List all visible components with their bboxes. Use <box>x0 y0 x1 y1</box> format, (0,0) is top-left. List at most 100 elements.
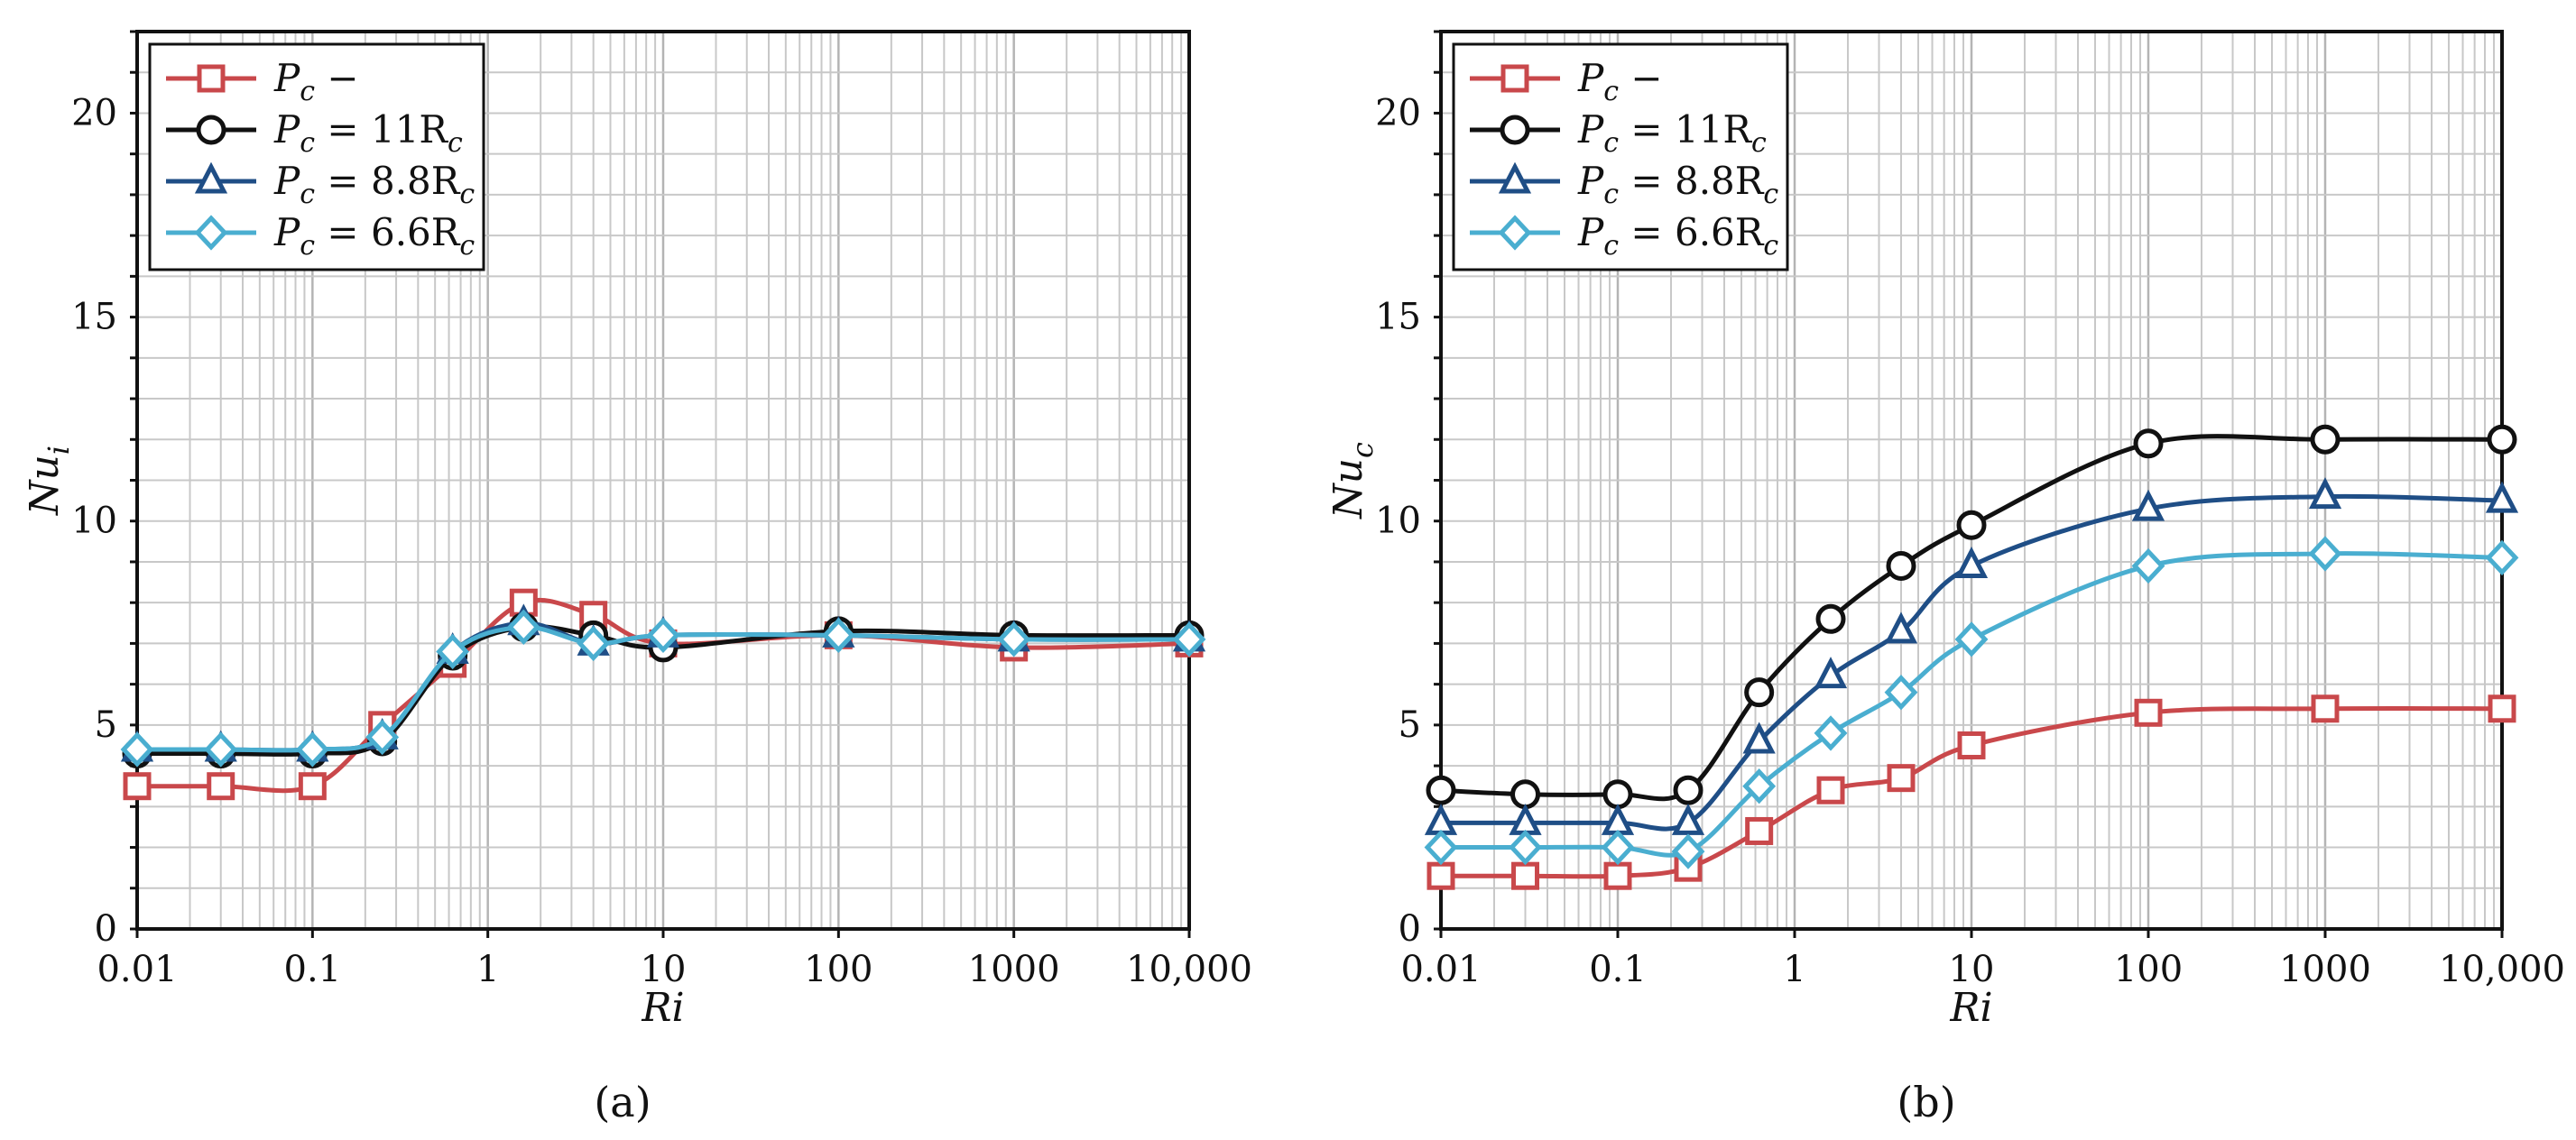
data-point <box>1884 675 1918 711</box>
data-point <box>1172 621 1206 657</box>
data-point <box>1673 775 1703 805</box>
legend-label: Pc = 8.8Rc <box>273 159 475 210</box>
data-point <box>1424 829 1458 866</box>
legend-label: Pc = 8.8Rc <box>1577 159 1778 210</box>
data-point <box>1742 768 1777 804</box>
data-point <box>506 609 540 645</box>
legend-item: Pc − <box>166 56 359 107</box>
x-tick-label: 1 <box>1783 949 1805 990</box>
x-tick-label: 1000 <box>2279 949 2371 990</box>
data-point <box>1954 547 1989 578</box>
chart-panel-a: 0.01 0.1 1 10 100 1000 10,000 0 5 10 15 20 Ri Nui Pc −… <box>22 30 1252 1126</box>
legend-item: Pc = 6.6Rc <box>166 210 475 262</box>
data-point <box>2311 694 2340 723</box>
y-tick-label: 15 <box>71 297 117 338</box>
data-point <box>298 772 327 801</box>
series-4 <box>120 609 1206 768</box>
x-tick-label: 1 <box>476 949 499 990</box>
y-tick-label: 20 <box>1375 92 1421 133</box>
x-tick-label: 0.1 <box>284 949 342 990</box>
data-point <box>207 772 235 801</box>
data-point <box>1816 776 1845 804</box>
data-point <box>436 633 470 670</box>
legend-label: Pc = 11Rc <box>273 107 463 159</box>
data-point <box>1956 510 1987 540</box>
data-point <box>1815 603 1846 634</box>
legend-marker <box>1500 64 1529 93</box>
data-point <box>1510 779 1541 810</box>
x-tick-label: 10,000 <box>2439 949 2565 990</box>
y-axis-label: Nui <box>22 446 76 516</box>
y-axis-label: Nuc <box>1325 442 1380 519</box>
data-point <box>1509 829 1542 866</box>
y-tick-label: 15 <box>1375 297 1421 338</box>
legend-item: Pc = 6.6Rc <box>1470 210 1778 262</box>
data-point <box>646 617 680 654</box>
data-point <box>120 731 154 768</box>
data-point <box>1814 715 1848 751</box>
x-tick-label: 10,000 <box>1126 949 1252 990</box>
x-axis-label: Ri <box>1949 985 1992 1031</box>
data-point <box>123 772 152 801</box>
data-point <box>2134 698 2163 727</box>
x-tick-label: 1000 <box>968 949 1060 990</box>
legend-item: Pc = 8.8Rc <box>166 159 475 210</box>
data-point <box>2308 477 2342 510</box>
data-point <box>1814 657 1848 689</box>
x-tick-label: 100 <box>2114 949 2183 990</box>
panel-label: (b) <box>1897 1078 1955 1126</box>
legend-marker <box>1498 215 1532 251</box>
x-tick-label: 10 <box>1949 949 1995 990</box>
data-point <box>2131 547 2165 584</box>
data-point <box>2485 539 2519 576</box>
data-point <box>2133 428 2164 459</box>
data-point <box>821 617 855 654</box>
data-point <box>1601 829 1635 866</box>
series-2 <box>1426 424 2517 810</box>
data-point <box>1509 803 1542 835</box>
chart-panel-b: 0.01 0.1 1 10 100 1000 10,000 0 5 10 15 20 Ri Nuc Pc −… <box>1325 30 2565 1126</box>
legend-label: Pc − <box>273 56 359 107</box>
data-point <box>1886 550 1916 581</box>
y-tick-label: 0 <box>95 908 117 950</box>
y-tick-label: 5 <box>1399 704 1421 746</box>
data-point <box>1745 816 1774 845</box>
data-point <box>1954 621 1989 657</box>
data-point <box>2131 489 2165 521</box>
legend-marker <box>1500 115 1530 145</box>
data-point <box>2488 694 2516 723</box>
legend-item: Pc = 8.8Rc <box>1470 159 1778 210</box>
data-point <box>2310 424 2341 455</box>
legend-item: Pc = 11Rc <box>166 107 463 159</box>
legend-marker <box>197 64 226 93</box>
legend-marker <box>194 161 228 194</box>
data-point <box>1671 803 1705 835</box>
x-axis-label: Ri <box>641 985 684 1031</box>
x-tick-label: 100 <box>804 949 873 990</box>
data-point <box>2485 481 2519 513</box>
data-point <box>1424 803 1458 835</box>
legend-label: Pc = 11Rc <box>1577 107 1767 159</box>
legend-marker <box>1498 161 1532 194</box>
data-point <box>2308 536 2342 572</box>
legend-item: Pc = 11Rc <box>1470 107 1767 159</box>
legend-marker <box>194 215 228 251</box>
data-point <box>1884 611 1918 644</box>
legend-item: Pc − <box>1470 56 1663 107</box>
data-point <box>1426 861 1455 890</box>
data-point <box>1957 731 1986 759</box>
data-point <box>2487 424 2517 455</box>
legend-label: Pc = 6.6Rc <box>273 210 475 262</box>
x-tick-label: 0.01 <box>1400 949 1481 990</box>
data-point <box>295 731 329 768</box>
series-4 <box>1424 536 2519 869</box>
x-tick-label: 10 <box>641 949 687 990</box>
data-point <box>204 731 238 768</box>
y-tick-label: 10 <box>1375 501 1421 542</box>
series-3 <box>1424 477 2519 835</box>
y-tick-label: 10 <box>71 501 117 542</box>
x-tick-label: 0.01 <box>97 949 177 990</box>
